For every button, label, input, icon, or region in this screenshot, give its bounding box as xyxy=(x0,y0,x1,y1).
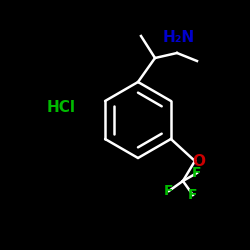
Text: H₂N: H₂N xyxy=(163,30,195,46)
Text: O: O xyxy=(192,154,205,168)
Text: F: F xyxy=(192,166,202,180)
Text: F: F xyxy=(164,184,174,198)
Text: HCl: HCl xyxy=(47,100,76,116)
Text: F: F xyxy=(188,188,198,202)
